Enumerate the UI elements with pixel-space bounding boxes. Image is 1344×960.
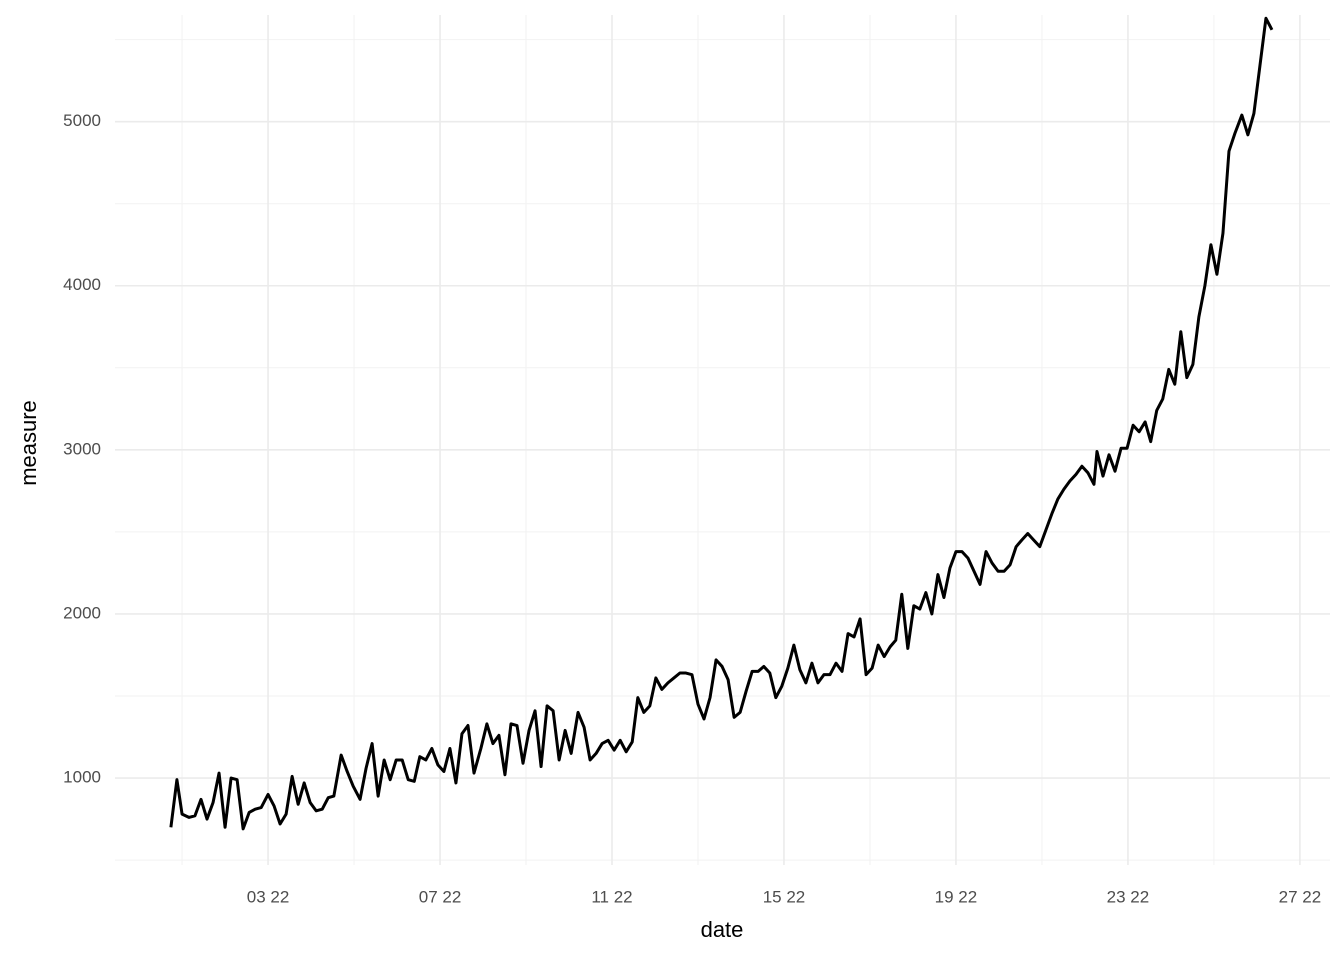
y-axis-title: measure (16, 400, 41, 486)
x-tick-label: 19 22 (935, 887, 978, 906)
x-tick-label: 23 22 (1107, 887, 1150, 906)
y-tick-label: 5000 (63, 111, 101, 130)
x-tick-label: 11 22 (591, 887, 632, 906)
x-tick-label: 27 22 (1279, 887, 1322, 906)
x-tick-label: 15 22 (763, 887, 806, 906)
y-tick-label: 4000 (63, 275, 101, 294)
y-tick-label: 2000 (63, 603, 101, 622)
x-axis-title: date (701, 917, 744, 942)
x-tick-label: 07 22 (419, 887, 462, 906)
y-tick-label: 3000 (63, 439, 101, 458)
data-line (169, 16, 1274, 831)
x-tick-label: 03 22 (247, 887, 290, 906)
y-tick-label: 1000 (63, 768, 101, 787)
